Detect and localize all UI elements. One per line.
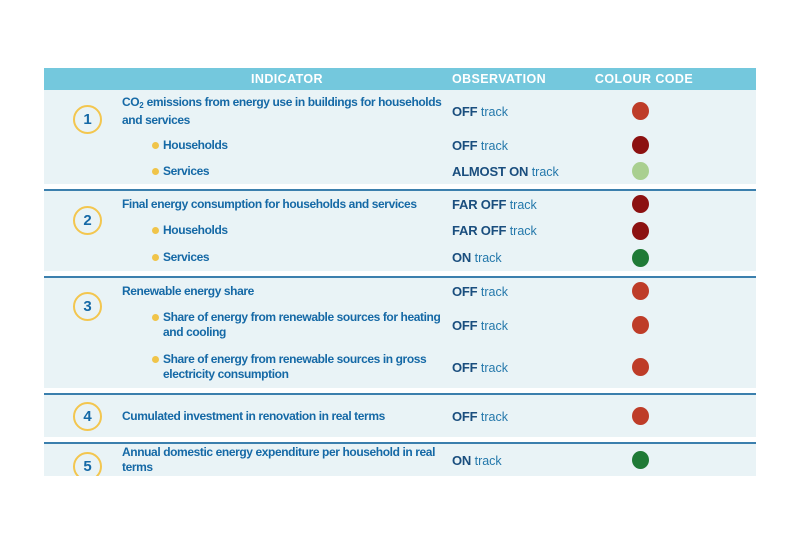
observation-value: OFF track <box>452 137 508 153</box>
observation-value: OFF track <box>452 103 508 119</box>
observation-value: OFF track <box>452 408 508 424</box>
indicator-number-badge: 4 <box>73 402 102 431</box>
observation-value: OFF track <box>452 359 508 375</box>
bullet-icon <box>152 254 159 261</box>
observation-value: FAR OFF track <box>452 223 537 238</box>
red-dot <box>632 282 649 300</box>
indicator-label: Households <box>163 223 228 237</box>
dark-green-dot <box>632 248 649 267</box>
bullet-icon <box>152 167 159 175</box>
table-row: Services ON track <box>44 244 756 271</box>
red-dot <box>632 102 649 120</box>
observation-value: OFF track <box>452 283 508 299</box>
bullet-icon <box>152 314 159 321</box>
observation-value: ON track <box>452 452 502 468</box>
observation-value: FAR OFF track <box>452 196 537 212</box>
table-row: Renewable energy share OFF track <box>44 278 756 304</box>
section-divider <box>44 437 756 444</box>
observation-value: ON track <box>452 250 502 265</box>
bullet-icon <box>152 141 159 149</box>
indicator-label: Final energy consumption for households … <box>122 196 417 211</box>
bullet-icon <box>152 356 159 363</box>
indicator-label: Share of energy from renewable sources i… <box>163 352 427 381</box>
observation-value: OFF track <box>452 317 508 333</box>
indicator-label: Services <box>163 163 210 178</box>
table-row: Annual domestic energy expenditure per h… <box>44 444 756 476</box>
section-5: 5 Annual domestic energy expenditure per… <box>44 444 756 476</box>
indicator-label: Renewable energy share <box>122 283 254 298</box>
table-row: CO2 emissions from energy use in buildin… <box>44 90 756 132</box>
light-green-dot <box>632 162 649 180</box>
section-1: 1 CO2 emissions from energy use in build… <box>44 90 756 184</box>
header-colour-code: COLOUR CODE <box>594 72 694 86</box>
indicator-number-badge: 3 <box>73 292 102 321</box>
section-divider <box>44 184 756 191</box>
indicator-status-table: INDICATOR OBSERVATION COLOUR CODE 1 CO2 … <box>44 68 756 476</box>
header-indicator: INDICATOR <box>251 72 323 86</box>
indicator-label: Cumulated investment in renovation in re… <box>122 408 385 423</box>
indicator-number-badge: 1 <box>73 105 102 134</box>
red-dot <box>632 358 649 376</box>
table-row: Households FAR OFF track <box>44 217 756 244</box>
bullet-icon <box>152 227 159 234</box>
header-observation: OBSERVATION <box>452 72 546 86</box>
dark-red-dot <box>632 195 649 213</box>
table-row: Share of energy from renewable sources f… <box>44 304 756 346</box>
dark-red-dot <box>632 221 649 240</box>
table-row: Final energy consumption for households … <box>44 191 756 217</box>
indicator-number-badge: 2 <box>73 206 102 235</box>
indicator-label: CO2 emissions from energy use in buildin… <box>122 94 442 127</box>
table-row: Households OFF track <box>44 132 756 158</box>
section-divider <box>44 271 756 278</box>
observation-value: ALMOST ON track <box>452 163 559 179</box>
indicator-number-badge: 5 <box>73 452 102 476</box>
section-2: 2 Final energy consumption for household… <box>44 191 756 271</box>
section-divider <box>44 388 756 395</box>
table-header-row: INDICATOR OBSERVATION COLOUR CODE <box>44 68 756 90</box>
red-dot <box>632 316 649 334</box>
table-row: Services ALMOST ON track <box>44 158 756 184</box>
indicator-label: Annual domestic energy expenditure per h… <box>122 445 436 474</box>
table-row: Share of energy from renewable sources i… <box>44 346 756 388</box>
dark-red-dot <box>632 136 649 154</box>
section-3: 3 Renewable energy share OFF track Share… <box>44 278 756 388</box>
section-4: 4 Cumulated investment in renovation in … <box>44 395 756 437</box>
table-row: Cumulated investment in renovation in re… <box>44 395 756 437</box>
indicator-label: Share of energy from renewable sources f… <box>163 310 441 339</box>
dark-green-dot <box>632 451 649 469</box>
red-dot <box>632 407 649 425</box>
indicator-label: Households <box>163 137 228 152</box>
indicator-label: Services <box>163 250 210 264</box>
